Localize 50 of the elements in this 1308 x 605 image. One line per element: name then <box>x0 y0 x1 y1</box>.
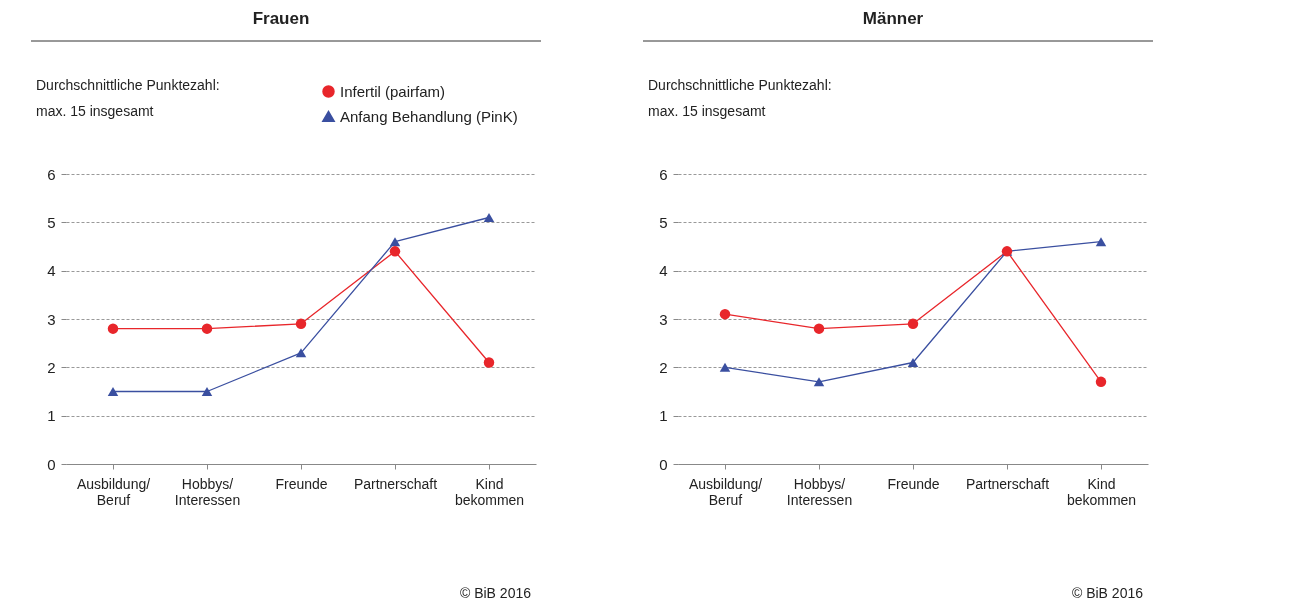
y-tick-label: 5 <box>47 213 56 231</box>
y-tick-label: 0 <box>47 455 56 473</box>
point <box>389 237 401 247</box>
x-tick-label: Hobbys/ Interessen <box>174 475 241 508</box>
legend-label: Anfang Behandlung (PinK) <box>340 107 518 125</box>
point <box>1095 376 1107 388</box>
y-tick-label: 4 <box>659 262 668 280</box>
y-tick-label: 2 <box>659 358 668 376</box>
y-axis-title: Durchschnittliche Punktezahl: max. 15 insgesamt <box>36 77 220 119</box>
point <box>107 323 119 334</box>
y-tick-label: 6 <box>47 165 56 183</box>
point <box>107 386 119 397</box>
point <box>389 246 401 257</box>
point <box>483 357 495 368</box>
x-tick-label: Kind bekommen <box>454 475 525 508</box>
x-tick-label: Ausbildung/ Beruf <box>688 475 763 508</box>
point <box>907 318 919 330</box>
point <box>201 323 213 334</box>
y-tick-label: 1 <box>47 407 56 425</box>
y-tick-label: 0 <box>659 455 668 473</box>
x-tick-label: Freunde <box>275 475 328 492</box>
y-tick-label: 2 <box>47 358 56 376</box>
y-tick-label: 6 <box>659 165 668 183</box>
point <box>719 308 731 320</box>
y-tick-label: 5 <box>659 213 668 231</box>
x-tick-label: Hobbys/ Interessen <box>786 475 853 508</box>
point <box>483 212 495 223</box>
point <box>813 323 825 334</box>
y-tick-label: 3 <box>47 310 56 328</box>
x-tick-label: Partnerschaft <box>353 475 438 492</box>
chart-title: Männer <box>862 9 924 28</box>
x-tick-label: Freunde <box>887 475 940 492</box>
point <box>201 386 213 397</box>
point <box>295 318 307 330</box>
legend-label: Infertil (pairfam) <box>340 82 446 100</box>
y-axis-title: Durchschnittliche Punktezahl: max. 15 insgesamt <box>648 77 832 119</box>
y-tick-label: 3 <box>659 310 668 328</box>
y-tick-label: 1 <box>659 407 668 425</box>
point <box>1095 237 1107 247</box>
point <box>907 357 919 368</box>
chart-title: Frauen <box>252 9 310 28</box>
y-tick-label: 4 <box>47 262 56 280</box>
point <box>719 362 731 372</box>
x-tick-label: Kind bekommen <box>1066 475 1137 508</box>
point <box>813 377 825 387</box>
point <box>295 348 307 358</box>
x-tick-label: Ausbildung/ Beruf <box>76 475 151 508</box>
text: © BiB 2016 <box>1071 585 1144 601</box>
x-tick-label: Partnerschaft <box>965 475 1050 492</box>
text: © BiB 2016 <box>459 585 532 601</box>
